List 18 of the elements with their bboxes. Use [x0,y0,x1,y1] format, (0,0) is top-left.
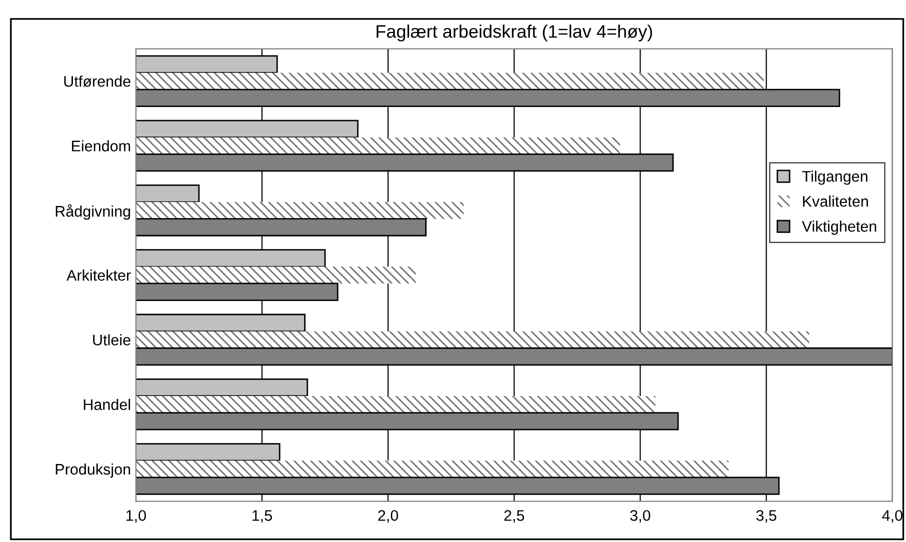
x-tick-label: 2,5 [504,510,524,523]
y-tick-label: Eiendom [72,140,130,152]
y-tick-label: Utførende [64,76,130,87]
y-tick-label: Utleie [93,334,130,346]
y-tick-label: Produksjon [56,463,130,478]
x-tick-label: 3,5 [756,510,776,523]
legend-label: Kvaliteten [803,196,868,207]
y-tick-label: Handel [84,398,130,410]
x-tick-label: 2,0 [378,510,398,523]
y-tick-label: Arkitekter [66,270,131,281]
legend-label: Viktigheten [802,220,876,235]
y-tick-label: Rådgivning [56,204,130,220]
x-tick-label: 4,0 [882,510,902,523]
x-tick-label: 1,5 [252,510,272,523]
x-tick-label: 1,0 [126,510,146,523]
chart-title: Faglært arbeidskraft (1=lav 4=høy) [376,24,652,42]
x-tick-label: 3,0 [630,510,650,523]
legend-label: Tilgangen [802,170,868,185]
